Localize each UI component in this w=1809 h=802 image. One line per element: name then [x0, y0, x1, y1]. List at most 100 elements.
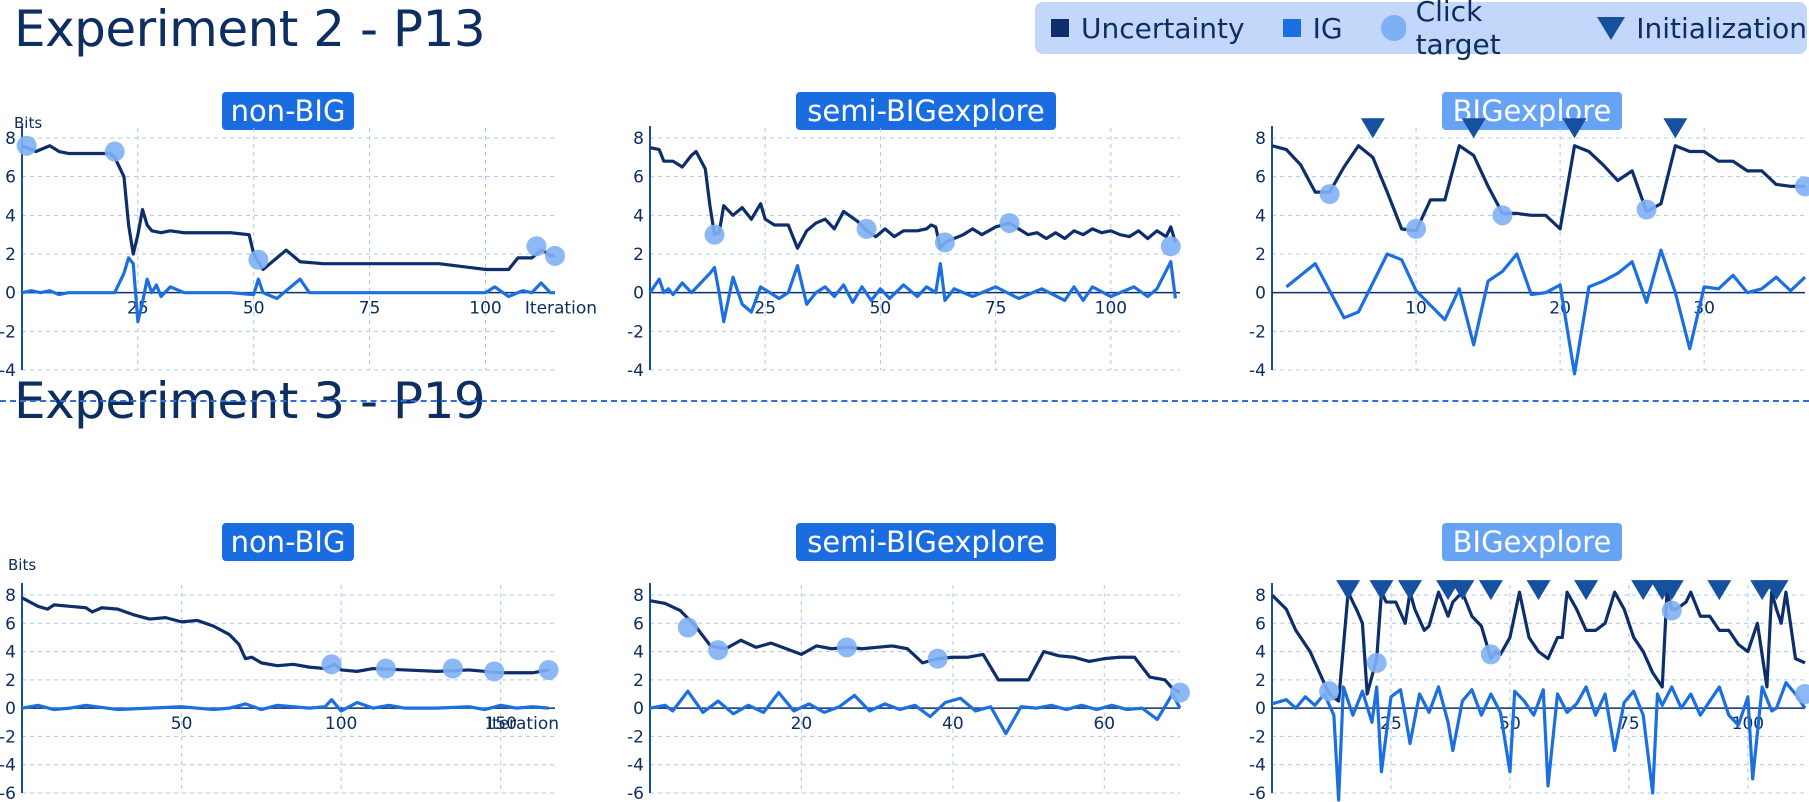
uncertainty-line [1270, 590, 1806, 703]
initialization-marker [1461, 118, 1486, 139]
y-tick-label: 0 [633, 284, 644, 304]
click-target-point [927, 648, 948, 669]
y-tick-label: -4 [0, 361, 16, 381]
y-tick-label: 8 [5, 129, 16, 149]
x-tick-label: 75 [1618, 714, 1640, 734]
click-target-point [836, 637, 857, 658]
uncertainty-line [21, 144, 555, 272]
initialization-marker [1478, 580, 1503, 601]
chart-1: semi-BIGexplore 8 6 4 2 0 -2 -4 25 50 75 100 [627, 92, 1181, 381]
click-target-point [104, 141, 125, 162]
y-tick-label: 8 [633, 586, 644, 606]
chart-title: semi-BIGexplore [807, 94, 1044, 128]
y-tick-label: 6 [1255, 614, 1266, 634]
square-icon [1051, 19, 1069, 37]
click-target-point [1160, 236, 1181, 257]
ig-line [649, 689, 1182, 736]
chart-title-badge [796, 523, 1056, 561]
y-tick-label: -2 [627, 322, 644, 342]
initialization-marker [1526, 580, 1551, 601]
y-axis-label: Bits [8, 556, 36, 574]
click-target-point [248, 249, 269, 270]
x-tick-label: 40 [942, 714, 964, 734]
y-tick-label: -2 [0, 727, 16, 747]
initialization-marker [1764, 580, 1789, 601]
y-tick-label: -4 [1249, 361, 1266, 381]
initialization-marker [1631, 580, 1656, 601]
y-tick-label: -4 [1249, 756, 1266, 776]
uncertainty-line [649, 599, 1181, 694]
chart-title: BIGexplore [1453, 525, 1612, 559]
initialization-marker [1336, 580, 1361, 601]
click-target-point [704, 224, 725, 245]
click-target-point [708, 640, 729, 661]
chart-title-badge [1442, 523, 1622, 561]
x-tick-label: 10 [1405, 299, 1427, 319]
initialization-marker [1369, 580, 1394, 601]
click-target-point [1636, 199, 1657, 220]
click-target-point [442, 658, 463, 679]
y-tick-label: 8 [1255, 129, 1266, 149]
uncertainty-line [649, 146, 1177, 250]
circle-icon [1380, 15, 1406, 41]
y-tick-label: -6 [0, 784, 16, 802]
click-target-point [1319, 184, 1340, 205]
y-tick-label: 6 [633, 168, 644, 188]
y-tick-label: -4 [627, 756, 644, 776]
legend-uncertainty-label: Uncertainty [1081, 11, 1245, 45]
legend-initialization: Initialization [1596, 12, 1807, 45]
y-tick-label: 4 [633, 206, 644, 226]
y-tick-label: 6 [5, 168, 16, 188]
y-tick-label: 2 [633, 671, 644, 691]
y-tick-label: 2 [5, 245, 16, 265]
y-tick-label: 6 [1255, 168, 1266, 188]
y-tick-label: -4 [0, 756, 16, 776]
y-axis-label: Bits [14, 114, 42, 132]
y-tick-label: 0 [1255, 284, 1266, 304]
x-tick-label: 50 [870, 299, 892, 319]
ig-line [21, 256, 555, 324]
initialization-marker [1574, 580, 1599, 601]
y-tick-label: 4 [5, 643, 16, 663]
ig-line [1285, 248, 1807, 376]
chart-title-badge [796, 92, 1056, 130]
x-tick-label: 25 [1380, 714, 1402, 734]
x-tick-label: 50 [171, 714, 193, 734]
y-tick-label: 0 [5, 284, 16, 304]
y-tick-label: -6 [627, 784, 644, 802]
click-target-point [999, 213, 1020, 234]
x-axis-label: Iteration [525, 299, 597, 319]
y-tick-label: 8 [1255, 586, 1266, 606]
click-target-point [1492, 205, 1513, 226]
legend-init-label: Initialization [1636, 11, 1807, 45]
legend-uncertainty: Uncertainty [1049, 12, 1245, 45]
click-target-point [1319, 681, 1340, 702]
y-tick-label: 0 [1255, 699, 1266, 719]
click-target-point [321, 654, 342, 675]
y-tick-label: 0 [5, 699, 16, 719]
x-tick-label: 100 [469, 299, 501, 319]
initialization-marker [1659, 580, 1684, 601]
legend-ig: IG [1281, 12, 1343, 45]
click-target-point [1795, 176, 1809, 197]
y-tick-label: 8 [633, 129, 644, 149]
ig-line [648, 260, 1177, 324]
click-target-point [1795, 684, 1809, 704]
y-tick-label: -2 [0, 322, 16, 342]
x-tick-label: 75 [359, 299, 381, 319]
chart-3: non-BIG 8 6 4 2 0 -2 -4 -6 50 100 150 Bits Iteration [0, 523, 559, 802]
initialization-marker [1398, 580, 1423, 601]
click-target-point [856, 218, 877, 239]
click-target-point [934, 232, 955, 253]
y-tick-label: -6 [1249, 784, 1266, 802]
y-tick-label: 4 [5, 206, 16, 226]
click-target-point [1480, 644, 1501, 665]
y-tick-label: 2 [1255, 245, 1266, 265]
initialization-marker [1562, 118, 1587, 139]
experiment-2-title: Experiment 2 - P13 [14, 0, 486, 58]
click-target-point [538, 659, 559, 680]
legend-ig-label: IG [1312, 11, 1343, 45]
y-tick-label: 2 [5, 671, 16, 691]
